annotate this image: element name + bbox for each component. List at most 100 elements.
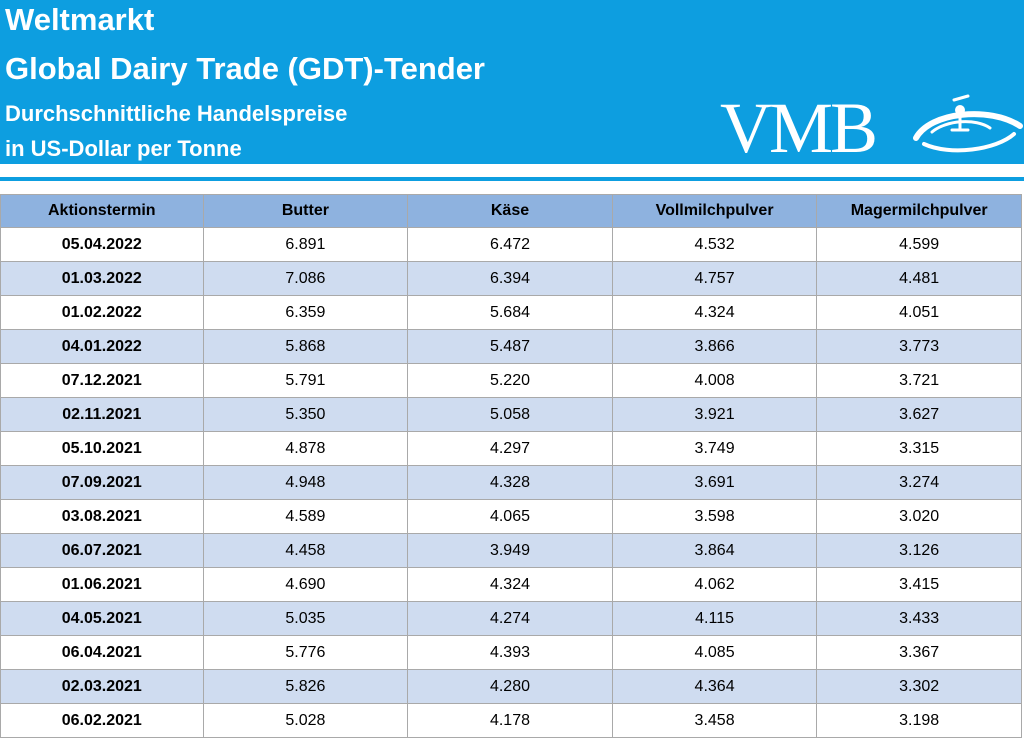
date-cell: 07.12.2021 xyxy=(0,363,204,398)
magermilchpulver-cell: 3.415 xyxy=(816,567,1022,602)
page-title: Weltmarkt xyxy=(5,2,155,37)
logo-text: VMB xyxy=(720,88,878,168)
table-row: 06.07.2021 4.458 3.949 3.864 3.126 xyxy=(0,533,1022,568)
vollmilchpulver-cell: 4.115 xyxy=(611,601,818,636)
vollmilchpulver-cell: 3.749 xyxy=(611,431,818,466)
butter-cell: 5.028 xyxy=(202,703,409,738)
vollmilchpulver-cell: 3.921 xyxy=(611,397,818,432)
date-cell: 02.11.2021 xyxy=(0,397,204,432)
date-cell: 07.09.2021 xyxy=(0,465,204,500)
kaese-cell: 4.328 xyxy=(407,465,613,500)
butter-cell: 5.791 xyxy=(202,363,409,398)
magermilchpulver-cell: 3.126 xyxy=(816,533,1022,568)
column-header-vollmilchpulver: Vollmilchpulver xyxy=(611,194,818,228)
vollmilchpulver-cell: 4.085 xyxy=(611,635,818,670)
date-cell: 01.02.2022 xyxy=(0,295,204,330)
date-cell: 04.05.2021 xyxy=(0,601,204,636)
kaese-cell: 3.949 xyxy=(407,533,613,568)
kaese-cell: 5.684 xyxy=(407,295,613,330)
table-row: 01.03.2022 7.086 6.394 4.757 4.481 xyxy=(0,261,1022,296)
magermilchpulver-cell: 3.773 xyxy=(816,329,1022,364)
table-row: 05.10.2021 4.878 4.297 3.749 3.315 xyxy=(0,431,1022,466)
table-row: 07.09.2021 4.948 4.328 3.691 3.274 xyxy=(0,465,1022,500)
date-cell: 03.08.2021 xyxy=(0,499,204,534)
butter-cell: 5.035 xyxy=(202,601,409,636)
date-cell: 06.02.2021 xyxy=(0,703,204,738)
butter-cell: 5.868 xyxy=(202,329,409,364)
column-header-magermilchpulver: Magermilchpulver xyxy=(816,194,1022,228)
table-row: 04.05.2021 5.035 4.274 4.115 3.433 xyxy=(0,601,1022,636)
vollmilchpulver-cell: 3.598 xyxy=(611,499,818,534)
table-row: 04.01.2022 5.868 5.487 3.866 3.773 xyxy=(0,329,1022,364)
date-cell: 05.04.2022 xyxy=(0,227,204,262)
butter-cell: 4.690 xyxy=(202,567,409,602)
date-cell: 04.01.2022 xyxy=(0,329,204,364)
column-header-butter: Butter xyxy=(202,194,409,228)
vollmilchpulver-cell: 3.864 xyxy=(611,533,818,568)
date-cell: 01.06.2021 xyxy=(0,567,204,602)
butter-cell: 5.776 xyxy=(202,635,409,670)
kaese-cell: 6.472 xyxy=(407,227,613,262)
kaese-cell: 4.274 xyxy=(407,601,613,636)
date-cell: 05.10.2021 xyxy=(0,431,204,466)
kaese-cell: 5.220 xyxy=(407,363,613,398)
vollmilchpulver-cell: 3.691 xyxy=(611,465,818,500)
column-header-date: Aktionstermin xyxy=(0,194,204,228)
table-header-row: Aktionstermin Butter Käse Vollmilchpulve… xyxy=(0,194,1022,228)
kaese-cell: 4.393 xyxy=(407,635,613,670)
butter-cell: 4.589 xyxy=(202,499,409,534)
magermilchpulver-cell: 3.302 xyxy=(816,669,1022,704)
kaese-cell: 4.297 xyxy=(407,431,613,466)
vmb-logo: VMB xyxy=(720,92,1024,164)
table-row: 01.06.2021 4.690 4.324 4.062 3.415 xyxy=(0,567,1022,602)
column-header-kaese: Käse xyxy=(407,194,613,228)
table-row: 02.03.2021 5.826 4.280 4.364 3.302 xyxy=(0,669,1022,704)
vollmilchpulver-cell: 3.458 xyxy=(611,703,818,738)
logo-swirl-icon xyxy=(913,94,1023,153)
magermilchpulver-cell: 3.315 xyxy=(816,431,1022,466)
kaese-cell: 4.065 xyxy=(407,499,613,534)
date-cell: 06.04.2021 xyxy=(0,635,204,670)
butter-cell: 6.359 xyxy=(202,295,409,330)
table-row: 06.04.2021 5.776 4.393 4.085 3.367 xyxy=(0,635,1022,670)
kaese-cell: 4.280 xyxy=(407,669,613,704)
butter-cell: 6.891 xyxy=(202,227,409,262)
magermilchpulver-cell: 3.198 xyxy=(816,703,1022,738)
header-separator xyxy=(0,177,1024,181)
kaese-cell: 4.324 xyxy=(407,567,613,602)
magermilchpulver-cell: 3.433 xyxy=(816,601,1022,636)
header-banner: Weltmarkt Global Dairy Trade (GDT)-Tende… xyxy=(0,0,1024,164)
magermilchpulver-cell: 3.367 xyxy=(816,635,1022,670)
vollmilchpulver-cell: 4.757 xyxy=(611,261,818,296)
description-line-2: in US-Dollar per Tonne xyxy=(5,136,242,161)
table-row: 06.02.2021 5.028 4.178 3.458 3.198 xyxy=(0,703,1022,738)
date-cell: 01.03.2022 xyxy=(0,261,204,296)
butter-cell: 5.826 xyxy=(202,669,409,704)
kaese-cell: 5.487 xyxy=(407,329,613,364)
butter-cell: 4.878 xyxy=(202,431,409,466)
description-line-1: Durchschnittliche Handelspreise xyxy=(5,101,348,126)
butter-cell: 4.948 xyxy=(202,465,409,500)
butter-cell: 5.350 xyxy=(202,397,409,432)
table-row: 01.02.2022 6.359 5.684 4.324 4.051 xyxy=(0,295,1022,330)
butter-cell: 4.458 xyxy=(202,533,409,568)
butter-cell: 7.086 xyxy=(202,261,409,296)
magermilchpulver-cell: 3.274 xyxy=(816,465,1022,500)
magermilchpulver-cell: 3.721 xyxy=(816,363,1022,398)
magermilchpulver-cell: 4.051 xyxy=(816,295,1022,330)
vollmilchpulver-cell: 4.324 xyxy=(611,295,818,330)
page-subtitle: Global Dairy Trade (GDT)-Tender xyxy=(5,51,486,86)
kaese-cell: 6.394 xyxy=(407,261,613,296)
kaese-cell: 5.058 xyxy=(407,397,613,432)
table-row: 02.11.2021 5.350 5.058 3.921 3.627 xyxy=(0,397,1022,432)
magermilchpulver-cell: 3.020 xyxy=(816,499,1022,534)
vollmilchpulver-cell: 4.008 xyxy=(611,363,818,398)
price-table: Aktionstermin Butter Käse Vollmilchpulve… xyxy=(0,194,1022,738)
table-row: 07.12.2021 5.791 5.220 4.008 3.721 xyxy=(0,363,1022,398)
magermilchpulver-cell: 4.481 xyxy=(816,261,1022,296)
kaese-cell: 4.178 xyxy=(407,703,613,738)
vollmilchpulver-cell: 4.062 xyxy=(611,567,818,602)
date-cell: 06.07.2021 xyxy=(0,533,204,568)
table-row: 03.08.2021 4.589 4.065 3.598 3.020 xyxy=(0,499,1022,534)
vollmilchpulver-cell: 4.532 xyxy=(611,227,818,262)
